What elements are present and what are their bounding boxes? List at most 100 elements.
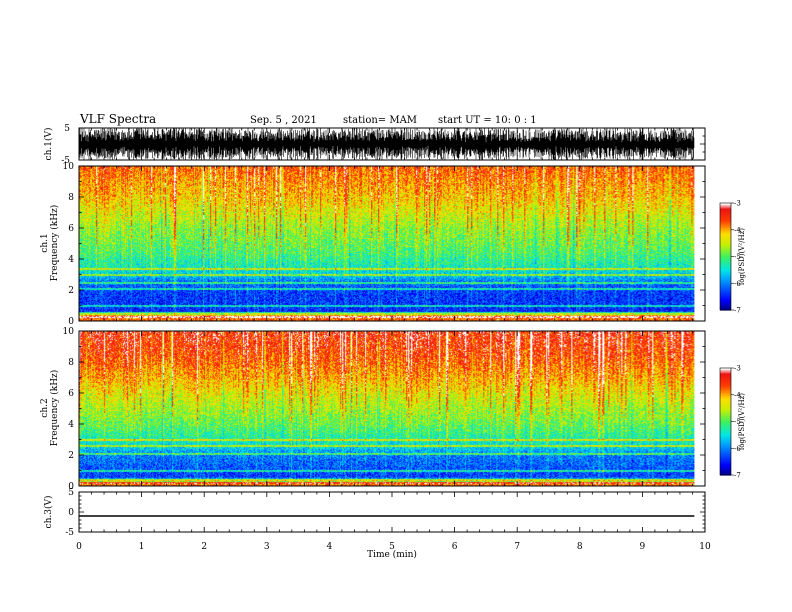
- colorbar-segment: [720, 235, 731, 238]
- ch3-wave-ytick-label: 0: [68, 508, 74, 518]
- ch1-spec-ylabel-line1: ch.1: [40, 233, 50, 252]
- ch1-spec-ytick-label: 0: [68, 317, 74, 327]
- colorbar-segment: [720, 384, 731, 387]
- colorbar-segment: [720, 265, 731, 268]
- colorbar-segment: [720, 226, 731, 229]
- time-tick-label: 4: [327, 542, 333, 552]
- colorbar-segment: [720, 254, 731, 258]
- time-axis-ticks: 0 1 2 3 4 5 6 7 8 9 10: [76, 542, 711, 552]
- ch1-spec-ytick-label: 4: [68, 255, 74, 265]
- colorbar-segment: [720, 368, 731, 371]
- colorbar-segment: [720, 245, 731, 249]
- colorbar-segment: [720, 451, 731, 455]
- colorbar-segment: [720, 416, 731, 419]
- colorbar-segment: [720, 455, 731, 458]
- colorbar-segment: [720, 448, 731, 451]
- ch2-spec-ytick-label: 6: [68, 389, 74, 399]
- colorbar-segment: [720, 392, 731, 396]
- ch1-ytick-bottom: -5: [61, 156, 70, 166]
- ch1-spectrogram-image: [79, 166, 695, 321]
- colorbar-segment: [720, 206, 731, 209]
- colorbar-segment: [720, 471, 731, 474]
- colorbar-segment: [720, 306, 731, 309]
- colorbar-segment: [720, 247, 731, 250]
- colorbar-segment: [720, 267, 731, 270]
- ch2-spec-ytick-label: 2: [68, 451, 74, 461]
- colorbar-segment: [720, 215, 731, 218]
- ch2-spec-ytick-label: 0: [68, 482, 74, 492]
- colorbar-segment: [720, 421, 731, 424]
- colorbar-segment: [720, 270, 731, 274]
- colorbar-segment: [720, 457, 731, 460]
- colorbar-segment: [720, 426, 731, 430]
- colorbar-segment: [720, 389, 731, 392]
- time-tick-label: 6: [452, 542, 458, 552]
- colorbar-segment: [720, 302, 731, 306]
- colorbar-segment: [720, 371, 731, 374]
- colorbar-segment: [720, 425, 731, 428]
- header-date: Sep. 5 , 2021: [250, 115, 317, 126]
- colorbar-segment: [720, 211, 731, 215]
- colorbar-segment: [720, 378, 731, 382]
- colorbar-segment: [720, 290, 731, 293]
- colorbar-segment: [720, 260, 731, 263]
- colorbar-segment: [720, 467, 731, 471]
- colorbar-segment: [720, 430, 731, 433]
- colorbar-segment: [720, 204, 731, 208]
- ch1-ytick-top: 5: [64, 124, 70, 134]
- colorbar-segment: [720, 414, 731, 417]
- colorbar-tick-label: -7: [734, 472, 741, 480]
- ch1-colorbar: -3 -4 -5 -6 -7 log(PSD)(V²/Hz): [719, 200, 746, 315]
- colorbar-segment: [720, 407, 731, 410]
- colorbar-segment: [720, 231, 731, 234]
- colorbar-segment: [720, 277, 731, 281]
- time-tick-label: 7: [514, 542, 520, 552]
- colorbar-segment: [720, 380, 731, 383]
- colorbar-segment: [720, 217, 731, 220]
- ch1-spectrogram-ticks: 0 2 4 6 8 10: [63, 162, 706, 327]
- ch2-colorbar: -3 -4 -5 -6 -7 log(PSD)(V²/Hz): [719, 365, 746, 480]
- colorbar-segment: [720, 288, 731, 291]
- time-tick-label: 2: [201, 542, 207, 552]
- time-axis-label: Time (min): [367, 549, 417, 560]
- colorbar-segment: [720, 385, 731, 389]
- colorbar-segment: [720, 293, 731, 297]
- colorbar-segment: [720, 400, 731, 403]
- colorbar-segment: [720, 222, 731, 225]
- ch1-spec-ytick-label: 10: [63, 162, 75, 172]
- colorbar-segment: [720, 446, 731, 449]
- colorbar-segment: [720, 238, 731, 242]
- colorbar-segment: [720, 419, 731, 423]
- colorbar-segment: [720, 242, 731, 245]
- colorbar-segment: [720, 236, 731, 240]
- ch3-wave-ytick-label: -5: [65, 528, 74, 538]
- colorbar-segment: [720, 227, 731, 231]
- colorbar-segment: [720, 450, 731, 453]
- colorbar-segment: [720, 297, 731, 300]
- colorbar-segment: [720, 286, 731, 290]
- colorbar-segment: [720, 258, 731, 261]
- colorbar-segment: [720, 432, 731, 435]
- colorbar-segment: [720, 423, 731, 426]
- figure-title: VLF Spectra: [79, 112, 156, 126]
- ch3-wave-ytick-label: 5: [68, 488, 74, 498]
- colorbar-segment: [720, 409, 731, 412]
- colorbar-segment: [720, 285, 731, 288]
- colorbar-segment: [720, 403, 731, 407]
- ch2-spectrogram-image: [79, 331, 695, 486]
- header-start-ut: start UT = 10: 0 : 1: [438, 115, 537, 126]
- colorbar-tick-label: -7: [734, 307, 741, 315]
- colorbar-segment: [720, 401, 731, 405]
- colorbar-segment: [720, 460, 731, 464]
- colorbar-tick-label: -3: [734, 365, 741, 373]
- colorbar-segment: [720, 272, 731, 275]
- colorbar-segment: [720, 249, 731, 252]
- colorbar-segment: [720, 439, 731, 442]
- ch2-spectrogram-panel: 0 2 4 6 8 10 ch.2 Frequency (kHz): [40, 327, 706, 492]
- colorbar-segment: [720, 410, 731, 414]
- colorbar-segment: [720, 256, 731, 259]
- colorbar-segment: [720, 283, 731, 286]
- colorbar-segment: [720, 299, 731, 302]
- colorbar-segment: [720, 437, 731, 440]
